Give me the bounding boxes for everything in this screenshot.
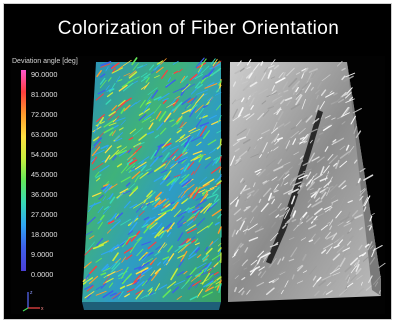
legend-title: Deviation angle [deg] xyxy=(12,58,78,65)
page-title: Colorization of Fiber Orientation xyxy=(57,18,340,39)
colorbar-tick-label: 0.0000 xyxy=(31,270,54,279)
svg-text:z: z xyxy=(30,290,33,296)
colorized-fiber-block xyxy=(82,57,222,310)
orientation-axes-icon: z x xyxy=(22,290,44,312)
deviation-colorbar xyxy=(21,70,26,271)
colorbar-tick-label: 72.0000 xyxy=(31,110,58,119)
colorbar-tick-label: 45.0000 xyxy=(31,170,58,179)
colorbar-tick-label: 81.0000 xyxy=(31,90,58,99)
grayscale-fiber-block xyxy=(228,59,386,302)
colorbar-tick-label: 27.0000 xyxy=(31,210,58,219)
colorbar-tick-label: 36.0000 xyxy=(31,190,58,199)
svg-text:x: x xyxy=(41,306,44,312)
colorbar-tick-label: 18.0000 xyxy=(31,230,58,239)
colorbar-tick-label: 54.0000 xyxy=(31,150,58,159)
colorbar-tick-label: 9.0000 xyxy=(31,250,54,259)
colorbar-tick-label: 90.0000 xyxy=(31,70,58,79)
colorbar-tick-label: 63.0000 xyxy=(31,130,58,139)
